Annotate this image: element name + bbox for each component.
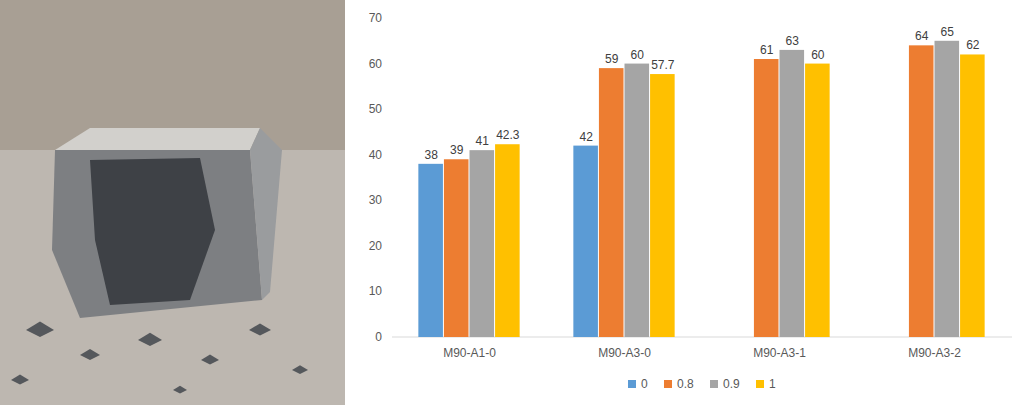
bar xyxy=(754,59,779,337)
y-tick-label: 20 xyxy=(369,239,383,253)
legend-label: 0 xyxy=(641,377,648,391)
legend-label: 1 xyxy=(769,377,776,391)
y-tick-label: 0 xyxy=(375,330,382,344)
fragment xyxy=(138,333,162,346)
x-tick-label: M90-A3-2 xyxy=(908,346,961,360)
bar xyxy=(625,64,650,337)
data-label: 38 xyxy=(424,148,438,162)
photo-table xyxy=(0,150,345,405)
x-tick-label: M90-A1-0 xyxy=(443,346,496,360)
data-label: 62 xyxy=(966,38,980,52)
canvas: 0102030405060703842395961644160636542.35… xyxy=(0,0,1024,405)
legend: 0 0.8 0.9 1 xyxy=(628,377,776,391)
cube-side xyxy=(250,128,282,300)
y-tick-label: 40 xyxy=(369,148,383,162)
fragment xyxy=(292,365,308,374)
y-tick-label: 50 xyxy=(369,102,383,116)
legend-swatch xyxy=(710,380,718,388)
y-tick-label: 70 xyxy=(369,11,383,25)
bar xyxy=(935,41,960,337)
bar xyxy=(780,50,805,337)
bar xyxy=(960,54,985,337)
photo-wall xyxy=(0,0,345,150)
data-label: 42.3 xyxy=(496,128,520,142)
data-label: 60 xyxy=(811,48,825,62)
fragment xyxy=(201,355,219,365)
data-label: 42 xyxy=(579,130,593,144)
cube-top xyxy=(55,128,260,150)
fragment xyxy=(80,349,100,360)
bar xyxy=(444,159,469,337)
bar xyxy=(418,164,443,337)
fragment xyxy=(11,375,29,385)
legend-swatch xyxy=(756,380,764,388)
bar xyxy=(573,146,598,337)
y-tick-label: 30 xyxy=(369,193,383,207)
data-label: 39 xyxy=(450,143,464,157)
y-tick-label: 10 xyxy=(369,284,383,298)
bar xyxy=(495,144,520,337)
fragment xyxy=(26,322,54,337)
x-tick-label: M90-A3-0 xyxy=(598,346,651,360)
data-label: 64 xyxy=(915,29,929,43)
bar xyxy=(650,74,675,337)
photo-bg xyxy=(0,0,345,405)
cube-front xyxy=(52,150,262,318)
y-tick-label: 60 xyxy=(369,57,383,71)
data-label: 41 xyxy=(476,134,490,148)
data-label: 60 xyxy=(631,48,645,62)
data-label: 61 xyxy=(760,43,774,57)
bar xyxy=(805,64,830,337)
legend-label: 0.8 xyxy=(677,377,694,391)
bar xyxy=(470,150,495,337)
legend-swatch xyxy=(628,380,636,388)
data-labels: 38 42 39 59 61 64 41 60 63 65 42.3 57.7 60 62 xyxy=(424,25,979,162)
data-label: 59 xyxy=(605,52,619,66)
fragment xyxy=(249,323,271,335)
cube-fracture xyxy=(90,158,215,305)
data-label: 65 xyxy=(941,25,955,39)
bars xyxy=(418,41,984,337)
legend-swatch xyxy=(664,380,672,388)
bar xyxy=(909,45,934,337)
fragment xyxy=(173,386,187,394)
bar xyxy=(599,68,624,337)
data-label: 63 xyxy=(786,34,800,48)
data-label: 57.7 xyxy=(651,58,675,72)
photo-panel xyxy=(0,0,345,405)
legend-label: 0.9 xyxy=(723,377,740,391)
x-tick-label: M90-A3-1 xyxy=(753,346,806,360)
